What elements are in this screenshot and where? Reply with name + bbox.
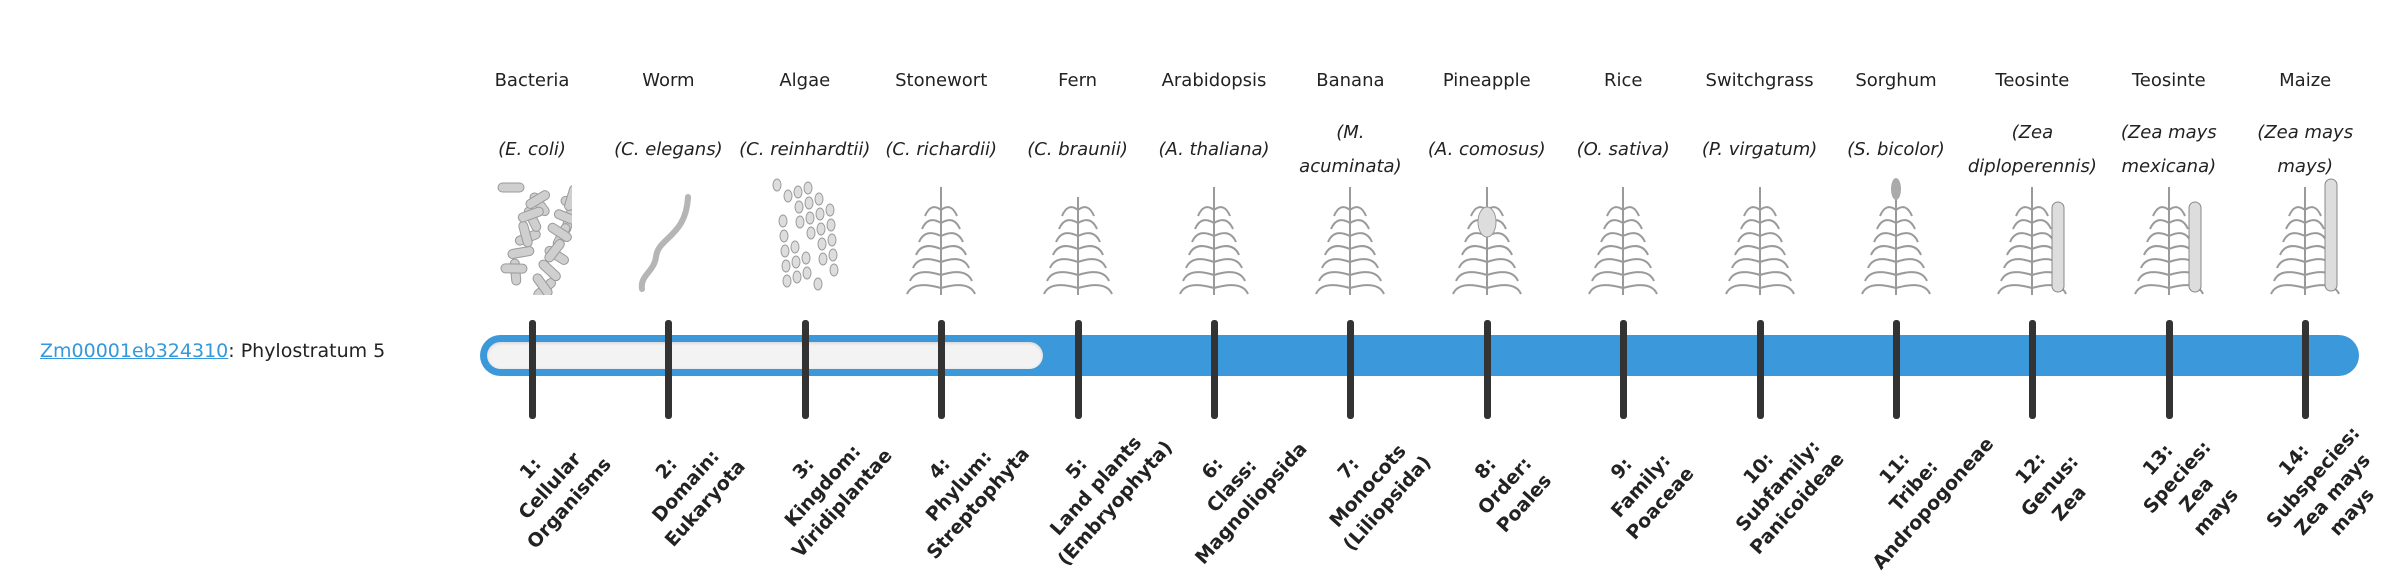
organism-scientific-name: (C. reinhardtii) [737,120,873,180]
stratum-label: 14: Subspecies: Zea mays mays [2262,422,2379,541]
stratum-label: 6: Class: Magnoliopsida [1191,438,1312,569]
scientific-name-text: (C. reinhardtii) [739,139,871,160]
stratum-label: 1: Cellular Organisms [514,448,616,554]
stratum-tick [2165,320,2173,419]
organism-common-name: Algae [779,70,831,91]
organism-common-name: Rice [1603,70,1643,91]
scientific-name-text: (O. sativa) [1576,139,1670,160]
stratum-label: 12: Genus: Zea [2011,448,2092,526]
organism-scientific-name: (A. thaliana) [1146,120,1282,180]
switchgrass-icon [1720,177,1800,295]
organism-scientific-name: (O. sativa) [1555,120,1691,180]
phylostratum-bar [480,335,2359,376]
organism-scientific-name: (M. acuminata) [1282,120,1418,180]
organism-common-name: Banana [1316,70,1385,91]
rice-icon [1583,177,1663,295]
organism-common-name: Teosinte [2131,70,2206,91]
stratum-label: 4: Phylum: Streptophyta [921,443,1035,564]
phylostratum-text: : Phylostratum 5 [228,340,386,362]
organism-common-name: Maize [2279,70,2332,91]
scientific-name-text: (E. coli) [498,139,566,160]
organism-scientific-name: (E. coli) [464,120,600,180]
stratum-label: 7: Monocots (Liliopsida) [1325,440,1437,556]
bar-unfilled-segment [487,342,1043,369]
gene-label: Zm00001eb324310: Phylostratum 5 [40,340,385,362]
organism-scientific-name: (C. elegans) [600,120,736,180]
stratum-tick [1211,320,1218,419]
organism-common-name: Sorghum [1855,70,1937,91]
gene-id-link[interactable]: Zm00001eb324310 [40,340,229,362]
scientific-name-text: (C. richardii) [885,139,997,160]
stratum-tick [1756,320,1764,419]
stratum-tick [2302,320,2310,419]
arabidopsis-icon [1174,177,1254,295]
organism-common-name: Pineapple [1442,70,1531,91]
scientific-name-text: (Zea mays mexicana) [2120,122,2217,177]
organism-scientific-name: (Zea diploperennis) [1964,120,2100,180]
stratum-label: 11: Tribe: Andropogoneae [1868,432,1999,574]
organism-common-name: Worm [642,70,695,91]
stratum-tick [1620,320,1628,419]
organism-common-name: Fern [1058,70,1098,91]
organism-common-name: Arabidopsis [1161,70,1267,91]
organism-scientific-name: (A. comosus) [1419,120,1555,180]
scientific-name-text: (C. elegans) [614,139,723,160]
fern-icon [1038,177,1118,295]
stratum-tick [2029,320,2037,419]
maize-icon [2265,177,2345,295]
stratum-tick [1347,320,1355,419]
teosinte-icon [1992,177,2072,295]
worm-icon [628,177,708,295]
banana-icon [1310,177,1390,295]
organism-common-name: Stonewort [895,70,988,91]
teosinte-mexicana-icon [2129,177,2209,295]
organism-scientific-name: (Zea mays mays) [2237,120,2373,180]
stratum-tick [1483,320,1491,419]
scientific-name-text: (M. acuminata) [1299,122,1402,177]
scientific-name-text: (A. thaliana) [1158,139,1270,160]
organism-scientific-name: (P. virgatum) [1692,120,1828,180]
scientific-name-text: (S. bicolor) [1847,139,1945,160]
organism-scientific-name: (Zea mays mexicana) [2101,120,2237,180]
sorghum-icon [1856,177,1936,295]
scientific-name-text: (Zea diploperennis) [1967,122,2097,177]
scientific-name-text: (A. comosus) [1427,139,1546,160]
stratum-label: 10: Subfamily: Panicoideae [1731,436,1849,559]
stratum-tick [529,320,536,419]
organism-scientific-name: (S. bicolor) [1828,120,1964,180]
stonewort-icon [901,177,981,295]
organism-common-name: Teosinte [1995,70,2070,91]
stratum-tick [801,320,809,419]
organism-common-name: Bacteria [494,70,570,91]
stratum-label: 3: Kingdom: Viridiplantae [780,440,897,563]
pineapple-icon [1447,177,1527,295]
organism-common-name: Switchgrass [1705,70,1814,91]
stratum-tick [1074,320,1082,419]
scientific-name-text: (C. braunii) [1027,139,1128,160]
stratum-tick [1893,320,1900,419]
stratum-label: 5: Land plants (Embryophyta) [1045,431,1177,571]
scientific-name-text: (Zea mays mays) [2257,122,2354,177]
organism-scientific-name: (C. richardii) [873,120,1009,180]
stratum-label: 9: Family: Poaceae [1606,449,1699,545]
stratum-tick [938,320,946,419]
stratum-tick [665,320,673,419]
bacteria-icon [492,177,588,301]
algae-icon [765,177,845,295]
scientific-name-text: (P. virgatum) [1701,139,1818,160]
stratum-label: 8: Order: Poales [1470,453,1556,537]
organism-scientific-name: (C. braunii) [1010,120,1146,180]
stratum-label: 2: Domain: Eukaryota [648,445,751,552]
